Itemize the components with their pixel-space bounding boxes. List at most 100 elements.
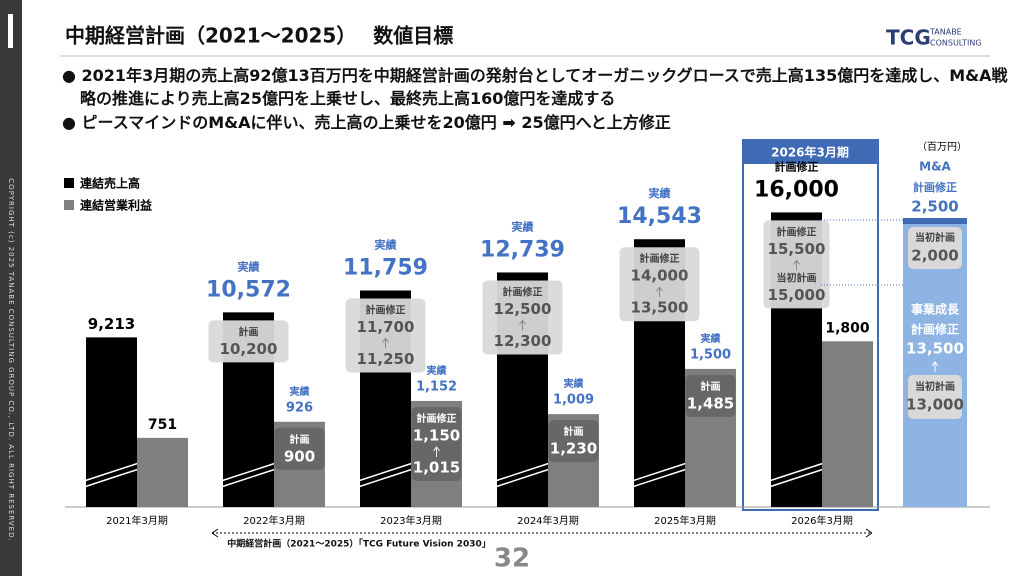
note-label: 当初計画 [915, 231, 955, 244]
note-box [619, 247, 700, 322]
x-tick-label: 2024年3月期 [517, 514, 579, 527]
note-arrow [519, 319, 526, 331]
break-mark [357, 462, 414, 488]
note-label: 計画 [701, 380, 721, 393]
profit-value-label: 1,152 [416, 379, 457, 394]
profit-bar [822, 341, 873, 507]
highlight-header [743, 140, 878, 164]
note-value: 900 [284, 447, 315, 465]
note-value: 12,500 [494, 300, 552, 318]
legend-label: 連結売上高 [80, 176, 140, 191]
page-number: 32 [494, 544, 530, 574]
note-label: 計画 [564, 425, 584, 438]
note-value: 1,230 [550, 440, 597, 458]
x-tick-label: 2022年3月期 [243, 514, 305, 527]
highlight-label: 2026年3月期 [771, 145, 849, 160]
note-value: 11,700 [357, 318, 415, 336]
legend-label: 連結営業利益 [80, 198, 152, 213]
sales-status: 実績 [375, 237, 397, 251]
growth-status: 計画修正 [911, 322, 959, 337]
break-mark [83, 462, 140, 488]
ma-status: 計画修正 [913, 180, 957, 194]
sales-value-label: 12,739 [480, 237, 565, 262]
note-box [411, 406, 462, 481]
sidebar [0, 0, 22, 576]
note-arrow [382, 337, 389, 349]
break-mark [494, 462, 551, 488]
bullet-text: ピースマインドのM&Aに伴い、売上高の上乗せを20億円 ➡ 25億円へと上方修正 [81, 113, 671, 132]
profit-value-label: 926 [286, 400, 313, 415]
sales-status: 実績 [238, 259, 260, 273]
note-label: 計画修正 [417, 412, 457, 425]
note-value: 1,150 [413, 426, 460, 444]
x-tick-label: 2023年3月期 [380, 514, 442, 527]
note-label: 計画修正 [366, 303, 406, 316]
note-label: 計画 [290, 433, 310, 446]
legend-swatch [64, 178, 74, 188]
profit-status: 実績 [290, 385, 310, 398]
ma-band [903, 218, 967, 224]
sales-status: 実績 [512, 219, 534, 233]
note-arrow [656, 286, 663, 298]
sales-value-label: 9,213 [88, 315, 135, 333]
sales-bar [86, 337, 137, 507]
profit-bar [137, 437, 188, 507]
sales-status: 計画修正 [775, 159, 819, 173]
note-value: 15,000 [768, 286, 826, 304]
note-label: 当初計画 [777, 271, 817, 284]
title: 中期経営計画（2021～2025） 数値目標 [65, 24, 453, 48]
period-arrows [211, 528, 873, 538]
profit-value-label: 1,800 [825, 320, 870, 336]
copyright: COPYRIGHT (c) 2025 TANABE CONSULTING GRO… [7, 178, 15, 541]
bullet-text: 2021年3月期の売上高92億13百万円を中期経営計画の発射台としてオーガニック… [80, 66, 1008, 108]
note-label: 計画修正 [777, 225, 817, 238]
profit-value-label: 1,500 [690, 347, 731, 362]
x-tick-label: 2025年3月期 [654, 514, 716, 527]
note-box [908, 375, 962, 419]
logo-sub: CONSULTING [930, 39, 982, 48]
break-mark [631, 462, 688, 488]
period-label-bg [228, 537, 490, 551]
note-value: 14,000 [631, 267, 689, 285]
sidebar-marker [8, 14, 13, 48]
note-box [482, 280, 563, 355]
profit-status: 実績 [427, 364, 447, 377]
note-value: 1,485 [687, 394, 734, 412]
note-box [548, 420, 599, 463]
period-label: 中期経営計画（2021～2025）「TCG Future Vision 2030… [227, 538, 490, 550]
logo-sub: TANABE [929, 28, 962, 37]
x-tick-label: 2026年3月期 [791, 514, 853, 527]
note-value: 1,015 [413, 458, 460, 476]
note-box [685, 374, 736, 417]
logo: TCG [886, 26, 931, 50]
growth-name: 事業成長 [911, 302, 960, 317]
break-mark [220, 462, 277, 488]
profit-status: 実績 [564, 377, 584, 390]
note-label: 計画 [239, 325, 259, 338]
profit-status: 実績 [701, 332, 721, 345]
sales-value-label: 14,543 [617, 204, 702, 229]
note-arrow [793, 259, 800, 271]
unit: （百万円） [917, 141, 967, 153]
sales-value-label: 16,000 [754, 177, 839, 202]
note-arrow [433, 446, 440, 457]
growth-value: 13,500 [906, 340, 964, 358]
note-value: 12,300 [494, 332, 552, 350]
note-box [908, 227, 962, 269]
note-value: 13,500 [631, 299, 689, 317]
x-tick-label: 2021年3月期 [106, 514, 168, 527]
ma-value: 2,500 [911, 198, 958, 216]
note-value: 15,500 [768, 240, 826, 258]
profit-value-label: 751 [148, 417, 177, 433]
note-label: 当初計画 [915, 380, 955, 393]
note-value: 13,000 [906, 396, 964, 414]
ma-name: M&A [919, 160, 951, 174]
note-value: 10,200 [220, 340, 278, 358]
note-arrow [931, 361, 939, 372]
bullet: ● 2021年3月期の売上高92億13百万円を中期経営計画の発射台としてオーガニ… [62, 66, 1008, 108]
bullet: ● ピースマインドのM&Aに伴い、売上高の上乗せを20億円 ➡ 25億円へと上方… [62, 113, 671, 132]
sales-value-label: 10,572 [206, 277, 291, 302]
profit-value-label: 1,009 [553, 393, 594, 408]
note-label: 計画修正 [503, 285, 543, 298]
